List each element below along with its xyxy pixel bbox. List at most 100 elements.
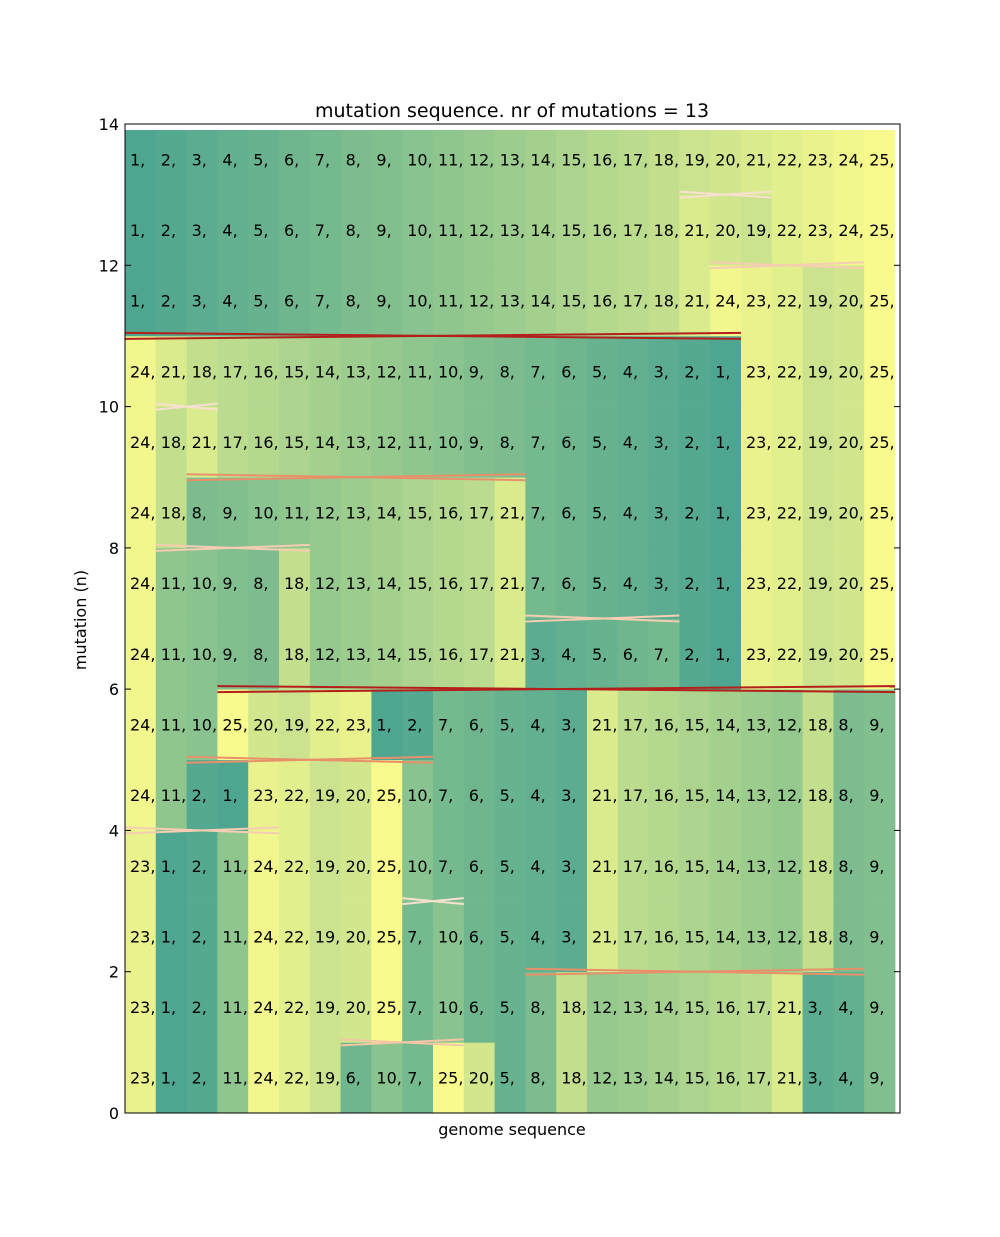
heatmap-cell [864, 618, 896, 690]
cell-label: 9, [376, 221, 391, 240]
heatmap-cell [771, 335, 803, 407]
heatmap-cell [525, 830, 557, 902]
cell-label: 9, [376, 150, 391, 169]
heatmap-cell [125, 830, 157, 902]
heatmap-cell [186, 477, 218, 549]
cell-label: 5, [500, 927, 515, 946]
cell-label: 13, [746, 716, 771, 735]
heatmap-cell [710, 901, 742, 973]
cell-label: 24, [838, 150, 863, 169]
cell-label: 14, [715, 927, 740, 946]
heatmap-cell [309, 901, 341, 973]
heatmap-cell [833, 547, 865, 619]
cell-label: 9, [222, 504, 237, 523]
cell-label: 5, [592, 362, 607, 381]
cell-label: 1, [161, 998, 176, 1017]
heatmap-cell [340, 759, 372, 831]
cell-label: 13, [346, 504, 371, 523]
heatmap-cell [556, 618, 588, 690]
heatmap-cell [340, 689, 372, 761]
heatmap-cell [248, 477, 280, 549]
heatmap-cell [648, 130, 680, 195]
cell-label: 17, [469, 645, 494, 664]
cell-label: 11, [161, 574, 186, 593]
heatmap-cell [494, 618, 526, 690]
cell-label: 6, [469, 786, 484, 805]
cell-label: 24, [130, 786, 155, 805]
cell-label: 16, [654, 927, 679, 946]
heatmap-cell [463, 130, 495, 195]
cell-label: 12, [777, 927, 802, 946]
heatmap-cell [125, 130, 157, 195]
heatmap-cell [525, 477, 557, 549]
heatmap-cell [525, 618, 557, 690]
heatmap-cell [525, 971, 557, 1043]
mutation-line [402, 897, 464, 906]
cell-label: 3, [654, 504, 669, 523]
heatmap-cell [802, 477, 834, 549]
cell-label: 25, [376, 857, 401, 876]
cell-label: 25, [376, 927, 401, 946]
heatmap-cell [402, 335, 434, 407]
heatmap-cell [186, 265, 218, 337]
cell-label: 9, [869, 998, 884, 1017]
cell-label: 14, [715, 786, 740, 805]
heatmap-cell [463, 901, 495, 973]
heatmap-cell [371, 335, 403, 407]
chart-title: mutation sequence. nr of mutations = 13 [315, 100, 709, 122]
cell-label: 13, [746, 857, 771, 876]
cell-label: 11, [161, 786, 186, 805]
heatmap-cell [648, 689, 680, 761]
heatmap-cell [833, 194, 865, 266]
heatmap-cell [340, 406, 372, 478]
cell-label: 9, [869, 716, 884, 735]
cell-label: 12, [315, 645, 340, 664]
heatmap-cell [309, 477, 341, 549]
cell-label: 11, [438, 221, 463, 240]
heatmap-cell [679, 406, 711, 478]
heatmap-cell [248, 547, 280, 619]
heatmap-cell [556, 759, 588, 831]
mutation-line [525, 967, 865, 976]
cell-label: 18, [561, 998, 586, 1017]
cell-label: 8, [530, 998, 545, 1017]
heatmap-cell [679, 618, 711, 690]
heatmap-cell [710, 689, 742, 761]
heatmap-cell [402, 547, 434, 619]
cell-label: 7, [530, 574, 545, 593]
cell-label: 14, [315, 433, 340, 452]
y-tick-label: 6 [109, 680, 119, 699]
cell-label: 15, [684, 1069, 709, 1088]
cell-label: 12, [315, 504, 340, 523]
heatmap-cell [463, 194, 495, 266]
cell-label: 14, [654, 1069, 679, 1088]
heatmap-cell [279, 265, 311, 337]
heatmap-cell [679, 1042, 711, 1114]
heatmap-cell [556, 971, 588, 1043]
cell-label: 13, [623, 998, 648, 1017]
cell-label: 25, [869, 292, 894, 311]
cell-label: 21, [500, 574, 525, 593]
heatmap-cell [433, 335, 465, 407]
heatmap-cell [371, 477, 403, 549]
heatmap-cell [587, 1042, 619, 1114]
cell-label: 1, [130, 221, 145, 240]
heatmap-cell [525, 194, 557, 266]
cell-label: 10, [407, 857, 432, 876]
cell-label: 20, [838, 504, 863, 523]
heatmap-cell [186, 547, 218, 619]
cell-label: 20, [346, 857, 371, 876]
heatmap-cell [556, 335, 588, 407]
heatmap-cell [371, 901, 403, 973]
heatmap-cell [587, 477, 619, 549]
heatmap-cell [771, 265, 803, 337]
cell-label: 21, [500, 645, 525, 664]
heatmap-cell [494, 547, 526, 619]
cell-label: 2, [161, 150, 176, 169]
heatmap-cell [679, 759, 711, 831]
heatmap-cell [494, 130, 526, 195]
heatmap-cell [125, 971, 157, 1043]
heatmap-cells: 23, 1, 2, 11, 24, 22, 19, 6, 10, 7, 25, 20, 5, 8, 18, 1… [125, 130, 896, 1114]
cell-label: 16, [438, 504, 463, 523]
cell-label: 24, [253, 998, 278, 1017]
